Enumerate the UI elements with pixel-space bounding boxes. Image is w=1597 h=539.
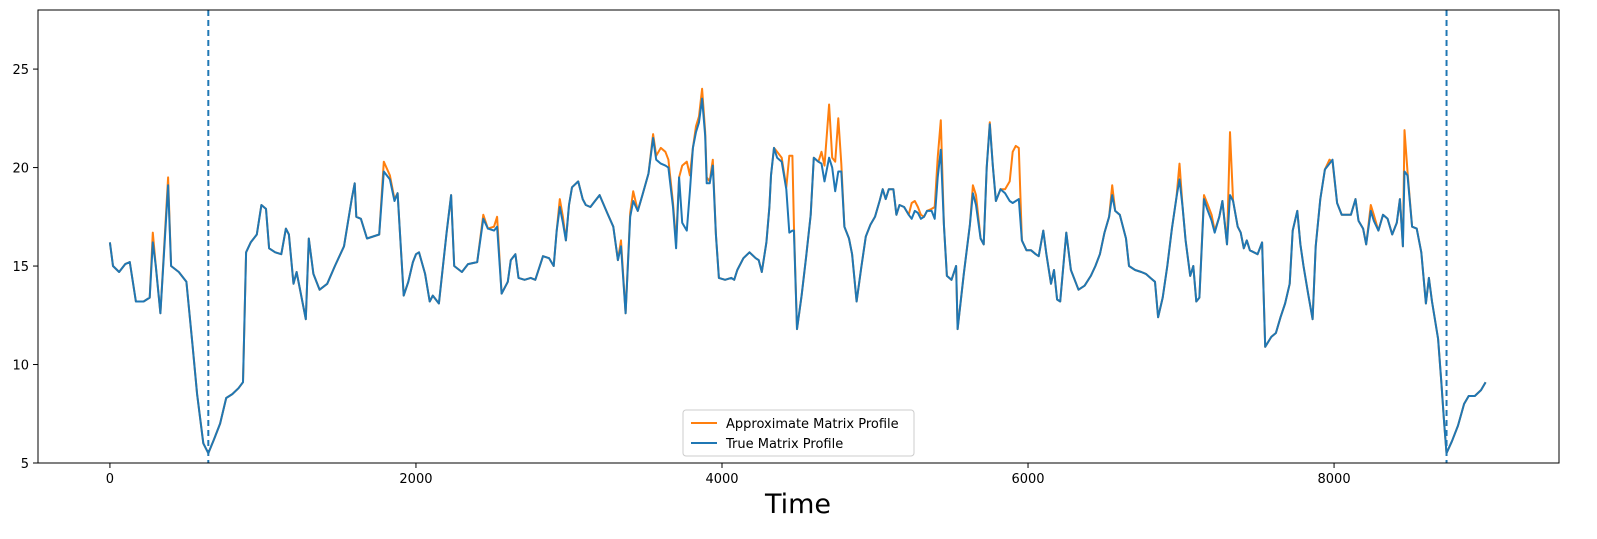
- y-tick-label: 5: [21, 457, 29, 472]
- x-tick-label: 4000: [705, 472, 738, 487]
- y-tick-label: 20: [12, 162, 29, 177]
- y-tick-label: 25: [12, 63, 29, 78]
- vline-layer: [207, 10, 1448, 463]
- x-tick-label: 0: [106, 472, 114, 487]
- x-axis-title: Time: [764, 489, 831, 520]
- legend-box: [682, 409, 915, 457]
- y-tick-label: 15: [12, 260, 29, 275]
- y-tick-label: 10: [12, 359, 29, 374]
- x-tick-label: 2000: [399, 472, 432, 487]
- x-tick-label: 6000: [1011, 472, 1044, 487]
- plot-area-frame: [37, 9, 1560, 464]
- legend-label-approximate: Approximate Matrix Profile: [726, 417, 899, 432]
- series-layer: [108, 87, 1487, 455]
- x-axis-ticks: 0 2000 4000 6000 8000: [106, 463, 1351, 487]
- true-matrix-profile-line: [108, 97, 1487, 455]
- x-tick-label: 8000: [1318, 472, 1351, 487]
- legend: Approximate Matrix Profile True Matrix P…: [682, 409, 915, 457]
- legend-label-true: True Matrix Profile: [725, 437, 843, 452]
- y-axis-ticks: 5 10 15 20 25: [12, 63, 38, 472]
